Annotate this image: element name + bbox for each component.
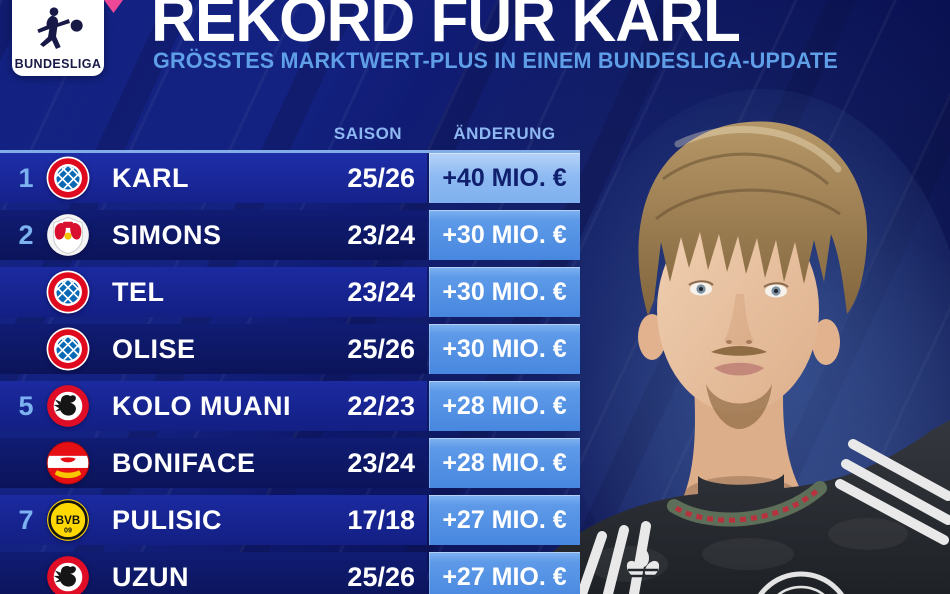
change-value: +27 MIO. € (429, 552, 580, 594)
change-value: +30 MIO. € (429, 324, 580, 374)
bayern-crest-icon (46, 156, 90, 200)
rank-label: 7 (18, 505, 34, 535)
table-row: 5 KOLO MUANI 22/23 +28 MIO. € (0, 381, 580, 431)
player-portrait-illustration (550, 89, 950, 594)
change-value: +27 MIO. € (429, 495, 580, 545)
player-name: PULISIC (112, 505, 223, 535)
leverkusen-crest-icon (46, 441, 90, 485)
table-top-separator (0, 150, 580, 153)
table-row: OLISE 25/26 +30 MIO. € (0, 324, 580, 374)
page-title: REKORD FÜR KARL (151, 0, 741, 55)
season-value: 25/26 (347, 334, 415, 364)
season-value: 25/26 (347, 163, 415, 193)
player-name: UZUN (112, 562, 189, 592)
rank-label: 1 (18, 163, 34, 193)
frankfurt-crest-icon (46, 384, 90, 428)
frankfurt-crest-icon (46, 555, 90, 594)
table-row: UZUN 25/26 +27 MIO. € (0, 552, 580, 594)
season-value: 23/24 (347, 277, 415, 307)
bundesliga-wordmark: BUNDESLIGA (14, 57, 102, 71)
bundesliga-figure-icon (37, 7, 83, 49)
change-value: +28 MIO. € (429, 381, 580, 431)
player-name: KARL (112, 163, 189, 193)
change-value: +40 MIO. € (429, 153, 580, 203)
rank-label: 5 (18, 391, 34, 421)
table-row: BONIFACE 23/24 +28 MIO. € (0, 438, 580, 488)
player-name: TEL (112, 277, 165, 307)
table-row: 2 SIMONS 23/24 +30 MIO. € (0, 210, 580, 260)
change-value: +30 MIO. € (429, 210, 580, 260)
change-value: +30 MIO. € (429, 267, 580, 317)
season-value: 25/26 (347, 562, 415, 592)
bundesliga-logo: BUNDESLIGA (12, 0, 104, 76)
season-value: 17/18 (347, 505, 415, 535)
pink-down-arrow-icon (104, 0, 123, 13)
leipzig-crest-icon (46, 213, 90, 257)
change-value: +28 MIO. € (429, 438, 580, 488)
adidas-logo (626, 549, 660, 578)
player-photo (548, 84, 950, 594)
column-header-season: SAISON (333, 124, 403, 143)
table-row: TEL 23/24 +30 MIO. € (0, 267, 580, 317)
column-header-change: ÄNDERUNG (453, 124, 556, 143)
player-name: SIMONS (112, 220, 222, 250)
page-subtitle: GRÖSSTES MARKTWERT-PLUS IN EINEM BUNDESL… (153, 48, 838, 73)
player-name: KOLO MUANI (112, 391, 291, 421)
season-value: 23/24 (347, 448, 415, 478)
rank-label: 2 (18, 220, 34, 250)
dortmund-crest-icon (46, 498, 90, 542)
eyes (688, 280, 789, 298)
season-value: 22/23 (347, 391, 415, 421)
bayern-crest-icon (46, 270, 90, 314)
table-row: 7 PULISIC 17/18 +27 MIO. € (0, 495, 580, 545)
player-name: OLISE (112, 334, 196, 364)
season-value: 23/24 (347, 220, 415, 250)
table-row: 1 KARL 25/26 +40 MIO. € (0, 153, 580, 203)
bayern-crest-icon (46, 327, 90, 371)
player-name: BONIFACE (112, 448, 256, 478)
jersey-crest (757, 571, 845, 594)
